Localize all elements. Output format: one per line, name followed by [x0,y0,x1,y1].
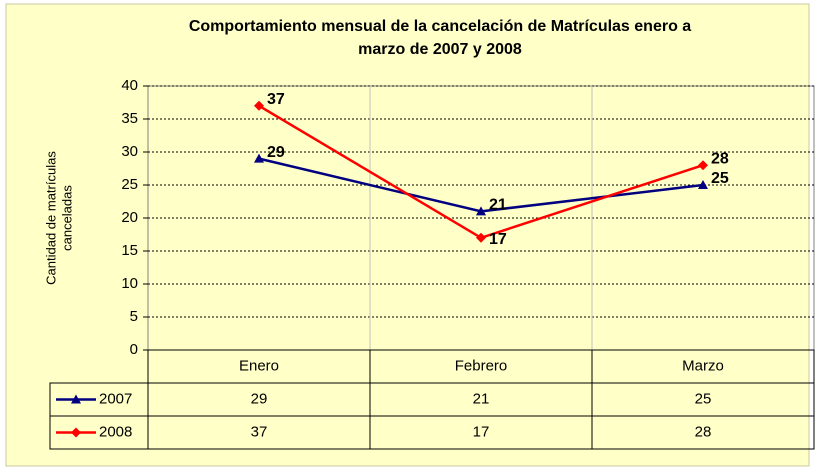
table-value: 29 [251,390,268,407]
x-tick-label: Enero [239,357,279,374]
marker [254,153,264,163]
legend-label: 2008 [99,423,132,440]
chart-title: marzo de 2007 y 2008 [358,41,522,58]
y-tick-label: 5 [130,308,138,325]
table-value: 28 [695,423,712,440]
data-label: 25 [711,170,729,187]
table-value: 25 [695,390,712,407]
y-axis-label-line: Cantidad de matrículas [43,151,58,285]
marker [476,232,486,243]
marker [71,394,81,404]
table-value: 37 [251,423,268,440]
chart-area [5,3,810,467]
y-tick-label: 30 [121,143,138,160]
marker [698,160,708,171]
table-value: 21 [473,390,490,407]
marker [71,427,81,438]
data-label: 29 [267,144,285,161]
legend-label: 2007 [99,390,132,407]
y-axis-label: Cantidad de matrículas canceladas [43,151,74,285]
data-label: 21 [489,197,507,214]
data-label: 37 [267,91,285,108]
y-tick-label: 40 [121,77,138,94]
data-label: 28 [711,150,729,167]
table-value: 17 [473,423,490,440]
y-tick-label: 25 [121,176,138,193]
data-label: 17 [489,231,507,248]
y-tick-label: 35 [121,110,138,127]
y-tick-label: 15 [121,242,138,259]
marker [254,100,264,111]
chart-title: Comportamiento mensual de la cancelación… [189,18,691,35]
y-tick-label: 20 [121,209,138,226]
y-tick-label: 0 [130,341,138,358]
y-axis-label-line: canceladas [59,185,74,251]
marker [698,180,708,189]
x-tick-label: Febrero [455,357,508,374]
y-tick-label: 10 [121,275,138,292]
x-tick-label: Marzo [682,357,724,374]
marker [476,206,486,216]
